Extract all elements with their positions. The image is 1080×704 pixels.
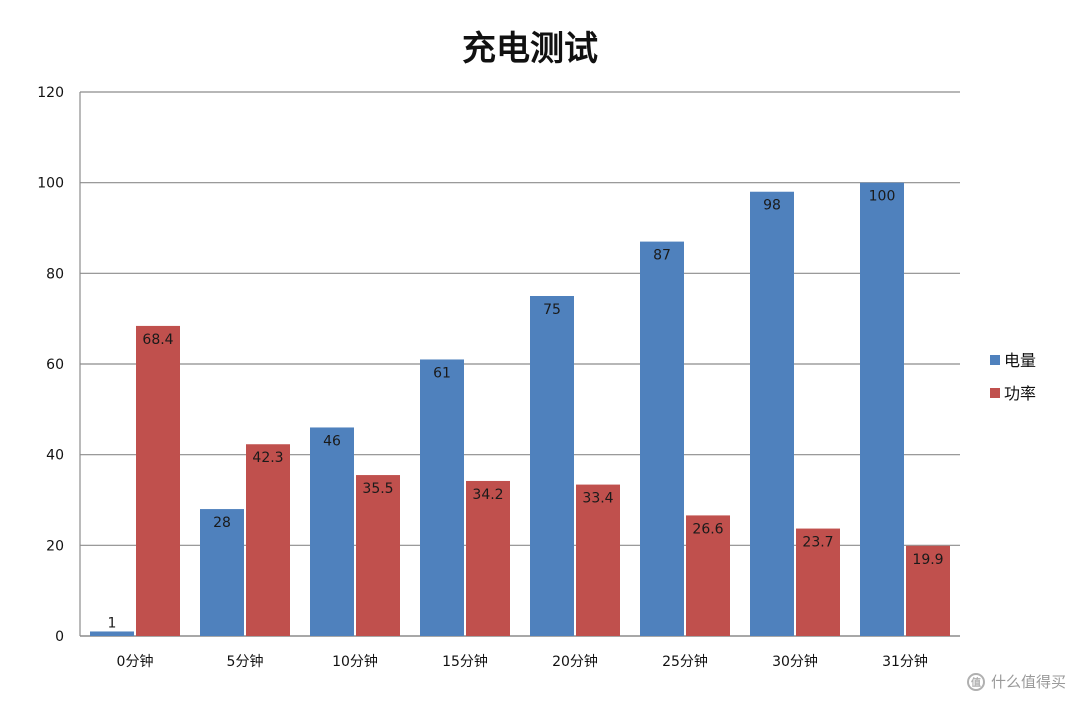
data-label: 98 (763, 198, 781, 214)
legend-swatch-charge (990, 355, 1000, 365)
legend-label-charge: 电量 (1004, 351, 1036, 370)
y-tick-label: 60 (46, 357, 64, 373)
bar-charge-1 (200, 509, 244, 636)
bar-charge-7 (860, 182, 904, 636)
y-axis-ticks: 0 20 40 60 80 100 120 (37, 85, 64, 645)
x-tick-label: 10分钟 (332, 653, 378, 670)
y-tick-label: 120 (37, 85, 64, 101)
data-label: 26.6 (692, 521, 723, 537)
bar-charge-4 (530, 296, 574, 636)
data-label: 100 (869, 189, 896, 205)
bar-power-6 (796, 528, 840, 636)
bar-power-7 (906, 545, 950, 636)
y-tick-label: 40 (46, 448, 64, 464)
watermark-logo-icon: 值 (966, 672, 985, 691)
bar-charge-6 (750, 191, 794, 636)
data-label: 19.9 (912, 552, 943, 568)
bar-power-5 (686, 515, 730, 636)
y-tick-label: 20 (46, 538, 64, 554)
bar-charge-2 (310, 427, 354, 636)
watermark-text: 什么值得买 (990, 673, 1066, 691)
bar-charge-5 (640, 241, 684, 636)
bars (90, 182, 950, 636)
data-label: 87 (653, 248, 671, 264)
data-labels: 1 68.4 28 42.3 46 35.5 61 34.2 75 33.4 87 26.6 98 23.… (108, 189, 944, 632)
x-tick-label: 0分钟 (117, 653, 154, 670)
data-label: 61 (433, 365, 451, 381)
x-tick-label: 31分钟 (882, 653, 928, 670)
data-label: 35.5 (362, 481, 393, 497)
legend-swatch-power (990, 388, 1000, 398)
legend-label-power: 功率 (1004, 384, 1036, 403)
y-tick-label: 80 (46, 266, 64, 282)
x-tick-label: 5分钟 (227, 653, 264, 670)
x-tick-label: 20分钟 (552, 653, 598, 670)
bar-power-0 (136, 325, 180, 636)
data-label: 46 (323, 433, 341, 449)
bar-power-3 (466, 480, 510, 636)
data-label: 23.7 (802, 535, 833, 551)
x-tick-label: 25分钟 (662, 653, 708, 670)
y-tick-label: 0 (55, 629, 64, 645)
watermark: 值 什么值得买 (966, 671, 1066, 692)
data-label: 42.3 (252, 450, 283, 466)
data-label: 33.4 (582, 491, 613, 507)
chart-title: 充电测试 (462, 29, 598, 69)
bar-charge-3 (420, 359, 464, 636)
bar-power-4 (576, 484, 620, 636)
data-label: 75 (543, 302, 561, 318)
x-axis-ticks: 0分钟 5分钟 10分钟 15分钟 20分钟 25分钟 30分钟 31分钟 (117, 653, 928, 670)
bar-power-2 (356, 475, 400, 636)
y-tick-label: 100 (37, 176, 64, 192)
data-label: 68.4 (142, 332, 173, 348)
bar-power-1 (246, 444, 290, 636)
x-tick-label: 30分钟 (772, 653, 818, 670)
data-label: 1 (108, 615, 117, 631)
x-tick-label: 15分钟 (442, 653, 488, 670)
data-label: 34.2 (472, 487, 503, 503)
data-label: 28 (213, 515, 231, 531)
bar-charge-0 (90, 631, 134, 636)
